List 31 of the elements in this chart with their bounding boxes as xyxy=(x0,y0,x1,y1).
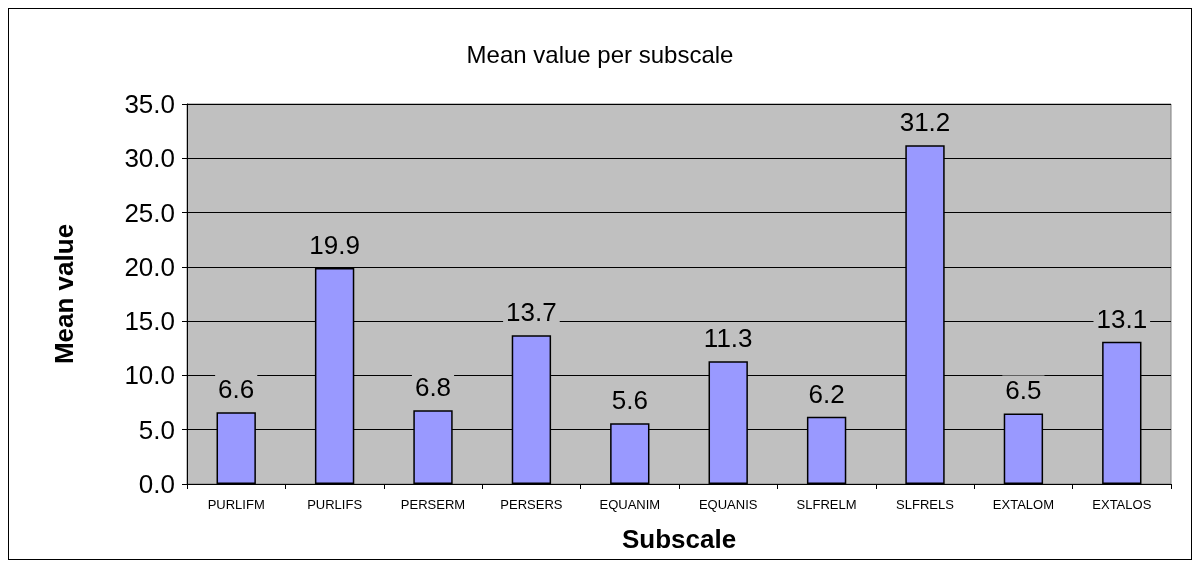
data-label: 11.3 xyxy=(703,323,753,354)
x-tick-label: SLFRELM xyxy=(796,497,857,512)
y-tick-label: 0.0 xyxy=(138,469,175,499)
y-tick-label: 35.0 xyxy=(124,89,175,119)
y-tick-label: 5.0 xyxy=(138,414,175,445)
y-axis-title: Mean value xyxy=(49,223,79,365)
data-label: 5.6 xyxy=(611,385,648,416)
x-tick-label: EXTALOS xyxy=(1092,497,1152,512)
chart-title: Mean value per subscale xyxy=(466,40,734,68)
y-tick-label: 15.0 xyxy=(124,306,175,337)
x-tick-label: PERSERS xyxy=(500,497,563,512)
data-label: 19.9 xyxy=(309,229,360,260)
x-tick-label: EXTALOM xyxy=(992,497,1054,512)
data-label: 6.6 xyxy=(218,374,255,405)
x-tick-label: SLFRELS xyxy=(896,497,955,512)
y-tick-label: 30.0 xyxy=(124,143,175,174)
data-label: 13.1 xyxy=(1096,303,1148,334)
data-label: 31.2 xyxy=(899,107,951,138)
data-label: 6.2 xyxy=(808,378,845,409)
data-label: 6.5 xyxy=(1005,375,1042,406)
data-label: 13.7 xyxy=(506,297,557,328)
x-axis-title: Subscale xyxy=(621,524,737,554)
y-tick-label: 10.0 xyxy=(124,360,175,391)
x-tick-label: PURLIFS xyxy=(307,497,363,512)
y-tick-label: 25.0 xyxy=(124,197,175,228)
x-tick-label: PURLIFM xyxy=(207,497,265,512)
y-tick-label: 20.0 xyxy=(124,251,175,282)
x-tick-label: EQUANIS xyxy=(698,497,758,512)
data-label: 6.8 xyxy=(414,372,452,403)
x-tick-label: PERSERM xyxy=(400,497,466,512)
x-tick-label: EQUANIM xyxy=(599,497,661,512)
